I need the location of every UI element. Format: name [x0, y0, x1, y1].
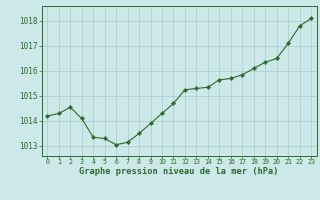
- X-axis label: Graphe pression niveau de la mer (hPa): Graphe pression niveau de la mer (hPa): [79, 167, 279, 176]
